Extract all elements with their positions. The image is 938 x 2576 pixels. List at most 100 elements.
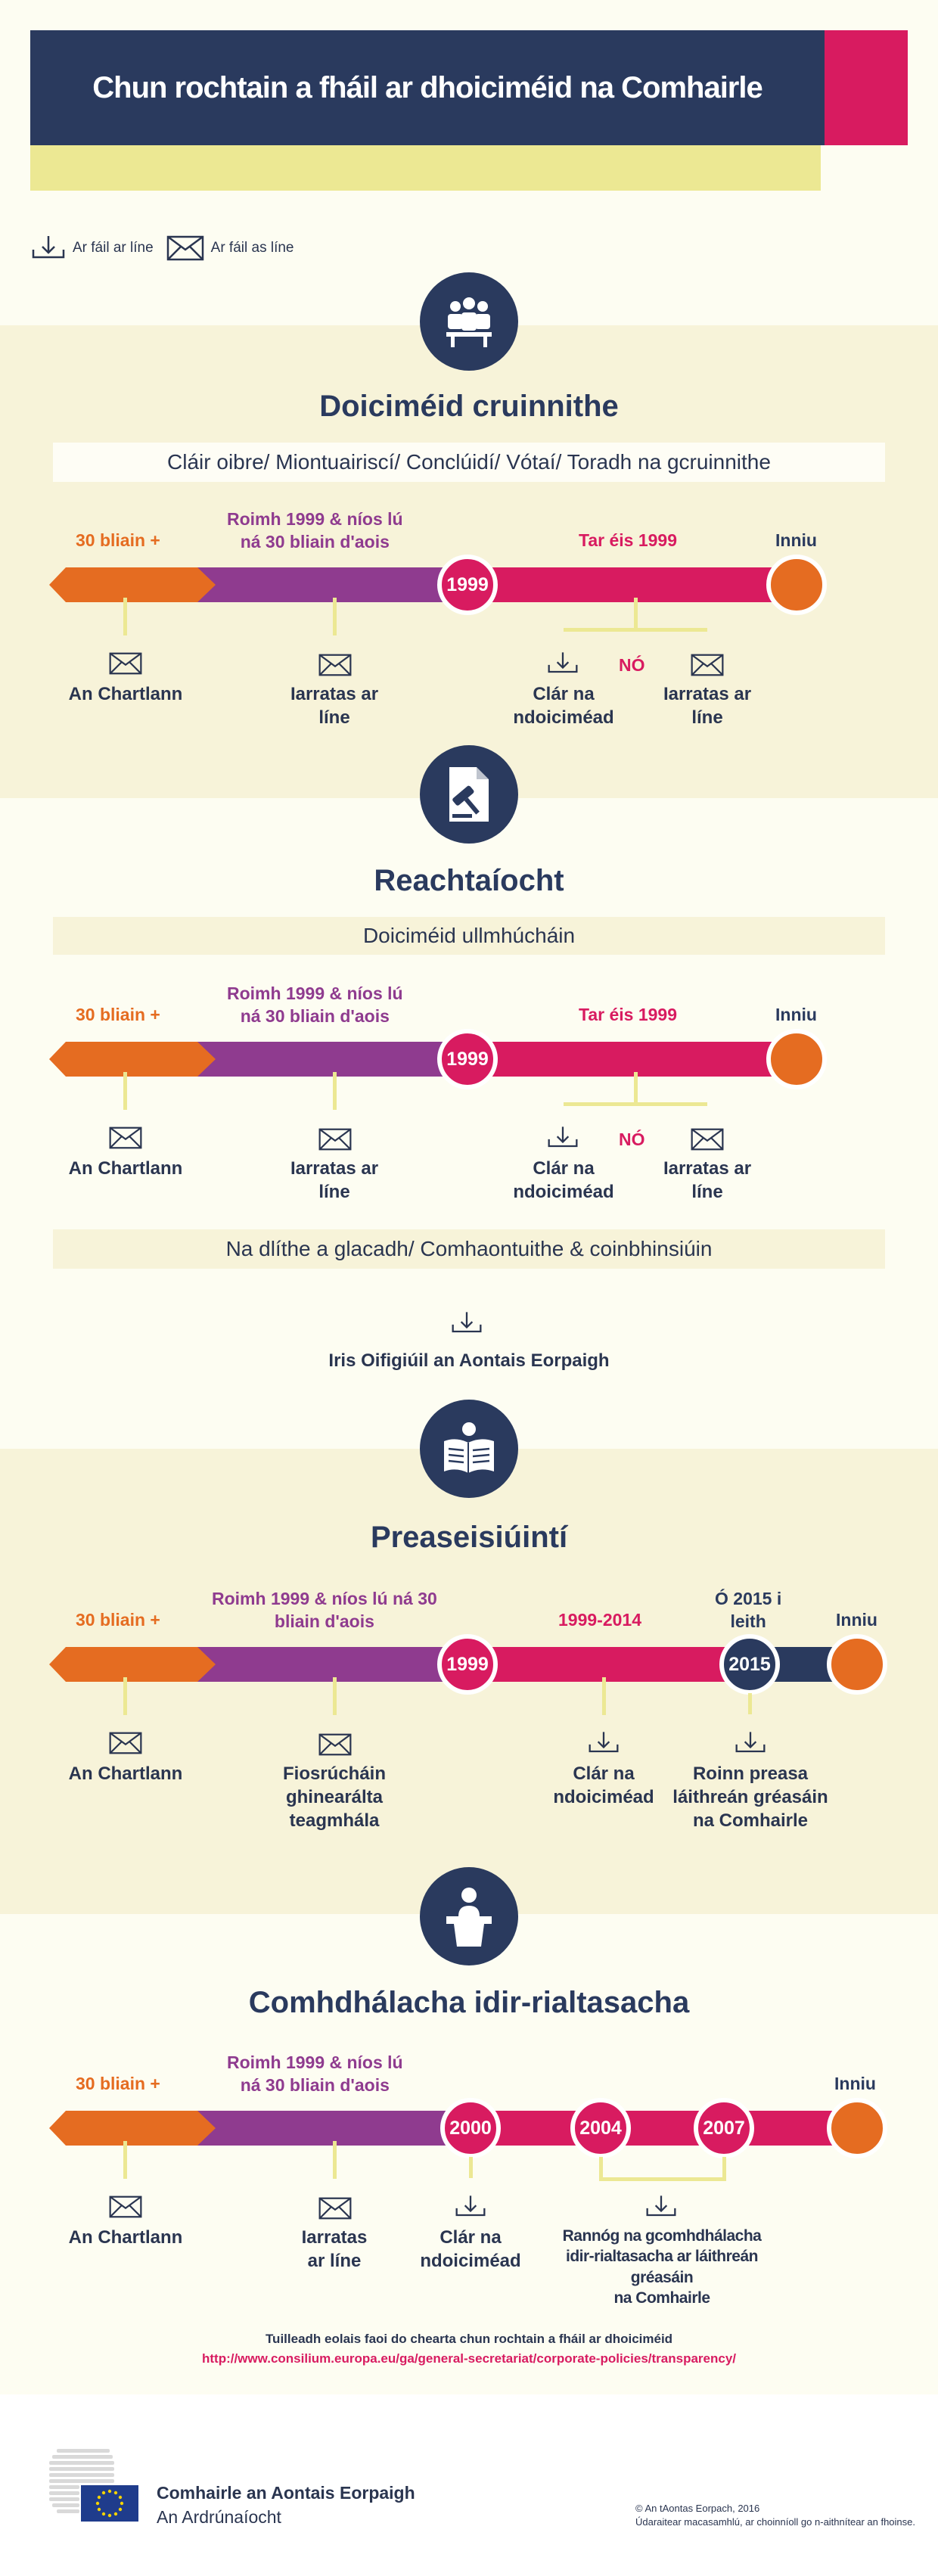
envelope-icon xyxy=(318,1128,352,1151)
item-document-register[interactable]: Clár na ndoiciméad xyxy=(513,1158,614,1203)
section-title-conferences: Comhdhálacha idir-rialtasacha xyxy=(248,1986,690,2019)
envelope-icon xyxy=(109,2195,142,2218)
legend: Ar fáil ar líne Ar fáil as líne xyxy=(30,233,294,263)
envelope-icon xyxy=(318,1733,352,1756)
section-title-legislation: Reachtaíocht xyxy=(374,864,564,897)
label-1999-2014: 1999-2014 xyxy=(558,1610,641,1630)
timeline-bar xyxy=(49,1647,859,1682)
section-subtitle: Cláir oibre/ Miontuairiscí/ Conclúidí/ V… xyxy=(53,443,885,482)
item-archive: An Chartlann xyxy=(68,684,183,704)
label-today: Inniu xyxy=(775,1005,817,1024)
year-marker-2015: 2015 xyxy=(719,1634,780,1695)
copyright: © An tAontas Eorpach, 2016 xyxy=(635,2503,760,2514)
section-subtitle: Doiciméid ullmhúcháin xyxy=(53,917,885,955)
download-icon xyxy=(646,2195,676,2217)
envelope-icon xyxy=(166,235,203,261)
or-label: NÓ xyxy=(619,655,645,675)
item-online-request[interactable]: Iarratas ar líne xyxy=(290,684,379,729)
connector xyxy=(599,2157,603,2180)
timeline-bar xyxy=(49,1042,802,1077)
connector xyxy=(634,1072,638,1102)
envelope-icon xyxy=(691,1128,724,1151)
connector xyxy=(333,1677,337,1715)
label-before-1999: Roimh 1999 & níos lú ná 30 bliain d'aois xyxy=(227,2052,403,2095)
footer xyxy=(0,2394,938,2576)
label-30-years: 30 bliain + xyxy=(76,2074,160,2093)
item-archive: An Chartlann xyxy=(68,2227,183,2248)
connector xyxy=(564,628,707,632)
connector xyxy=(634,598,638,628)
page-title: Chun rochtain a fháil ar dhoiciméid na C… xyxy=(30,30,825,145)
connector xyxy=(333,2141,337,2179)
download-icon xyxy=(589,1732,619,1753)
item-press-website[interactable]: Roinn preasa láithreán gréasáin na Comha… xyxy=(672,1763,828,1832)
connector xyxy=(123,598,127,635)
item-archive: An Chartlann xyxy=(68,1158,183,1179)
item-official-journal[interactable]: Iris Oifigiúil an Aontais Eorpaigh xyxy=(328,1350,610,1371)
label-before-1999: Roimh 1999 & níos lú ná 30 bliain d'aois xyxy=(212,1589,437,1631)
envelope-icon xyxy=(318,654,352,676)
header-accent-yellow xyxy=(30,144,821,191)
connector xyxy=(333,598,337,635)
item-general-enquiries[interactable]: Fiosrúcháin ghinearálta teagmhála xyxy=(282,1763,387,1832)
item-conferences-website[interactable]: Rannóg na gcomhdhálacha idir-rialtasacha… xyxy=(562,2227,762,2307)
label-30-years: 30 bliain + xyxy=(76,530,160,550)
item-online-request[interactable]: Iarratas ar líne xyxy=(301,2227,368,2272)
year-marker-2007: 2007 xyxy=(694,2098,754,2158)
label-today: Inniu xyxy=(836,1610,877,1630)
org-department: An Ardrúnaíocht xyxy=(157,2507,281,2527)
label-today: Inniu xyxy=(775,530,817,550)
connector xyxy=(748,1693,752,1714)
download-icon xyxy=(548,652,578,673)
today-marker xyxy=(827,2098,887,2158)
legislation-icon xyxy=(420,745,518,844)
envelope-icon xyxy=(109,1732,142,1754)
timeline-bar xyxy=(49,2111,862,2146)
envelope-icon xyxy=(109,1126,142,1149)
connector xyxy=(599,2177,726,2181)
download-icon xyxy=(32,236,65,259)
item-document-register[interactable]: Clár na ndoiciméad xyxy=(553,1763,654,1808)
podium-icon xyxy=(420,1867,518,1965)
year-marker-2000: 2000 xyxy=(440,2098,501,2158)
envelope-icon xyxy=(691,654,724,676)
today-marker xyxy=(827,1634,887,1695)
legend-offline-label: Ar fáil as líne xyxy=(210,240,294,256)
section-subtitle-laws: Na dlíthe a glacadh/ Comhaontuithe & coi… xyxy=(53,1229,885,1269)
label-after-1999: Tar éis 1999 xyxy=(579,530,678,550)
or-label: NÓ xyxy=(619,1130,645,1149)
reproduction-notice: Údaraitear macasamhlú, ar choinníoll go … xyxy=(635,2516,915,2528)
council-logo xyxy=(49,2447,140,2523)
download-icon xyxy=(455,2195,486,2217)
year-marker-1999: 1999 xyxy=(437,1029,498,1089)
item-document-register[interactable]: Clár na ndoiciméad xyxy=(420,2227,521,2272)
header-accent-pink xyxy=(825,30,908,145)
label-before-1999: Roimh 1999 & níos lú ná 30 bliain d'aois xyxy=(227,509,403,552)
year-marker-2004: 2004 xyxy=(570,2098,631,2158)
label-after-1999: Tar éis 1999 xyxy=(579,1005,678,1024)
item-online-request[interactable]: Iarratas ar líne xyxy=(663,1158,752,1203)
year-marker-1999: 1999 xyxy=(437,1634,498,1695)
connector xyxy=(123,1677,127,1715)
download-icon xyxy=(452,1312,482,1333)
year-marker-1999: 1999 xyxy=(437,555,498,615)
today-marker xyxy=(766,555,827,615)
item-document-register[interactable]: Clár na ndoiciméad xyxy=(513,684,614,729)
transparency-link[interactable]: http://www.consilium.europa.eu/ga/genera… xyxy=(201,2351,736,2366)
label-since-2015: Ó 2015 i leith xyxy=(715,1589,782,1631)
timeline-bar xyxy=(49,567,802,602)
legend-online-label: Ar fáil ar líne xyxy=(73,240,154,256)
item-online-request[interactable]: Iarratas ar líne xyxy=(290,1158,379,1203)
connector xyxy=(333,1072,337,1110)
newspaper-icon xyxy=(420,1400,518,1498)
section-title-press: Preaseisiúintí xyxy=(370,1521,568,1554)
connector xyxy=(123,2141,127,2179)
more-info-text: Tuilleadh eolais faoi do chearta chun ro… xyxy=(265,2332,673,2346)
download-icon xyxy=(548,1126,578,1148)
envelope-icon xyxy=(109,652,142,675)
envelope-icon xyxy=(318,2197,352,2220)
item-online-request[interactable]: Iarratas ar líne xyxy=(663,684,752,729)
org-name: Comhairle an Aontais Eorpaigh xyxy=(157,2483,415,2503)
today-marker xyxy=(766,1029,827,1089)
label-today: Inniu xyxy=(834,2074,876,2093)
